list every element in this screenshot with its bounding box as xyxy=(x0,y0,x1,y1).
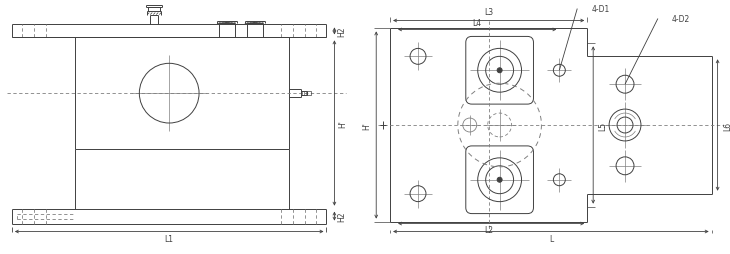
Text: L4: L4 xyxy=(472,19,482,28)
Text: 4-D1: 4-D1 xyxy=(591,5,610,14)
Text: H': H' xyxy=(362,122,371,130)
Text: L: L xyxy=(549,234,553,243)
Text: L1: L1 xyxy=(165,234,174,243)
Circle shape xyxy=(497,69,502,73)
Text: H': H' xyxy=(338,120,347,128)
Text: 4-D2: 4-D2 xyxy=(672,15,690,24)
Text: L2: L2 xyxy=(484,225,493,234)
Text: L6: L6 xyxy=(723,121,730,130)
Text: L5: L5 xyxy=(599,121,607,130)
Text: L3: L3 xyxy=(484,8,493,17)
Bar xyxy=(307,92,310,96)
Text: H2: H2 xyxy=(337,27,346,37)
Circle shape xyxy=(497,178,502,183)
Text: H2: H2 xyxy=(337,211,346,221)
